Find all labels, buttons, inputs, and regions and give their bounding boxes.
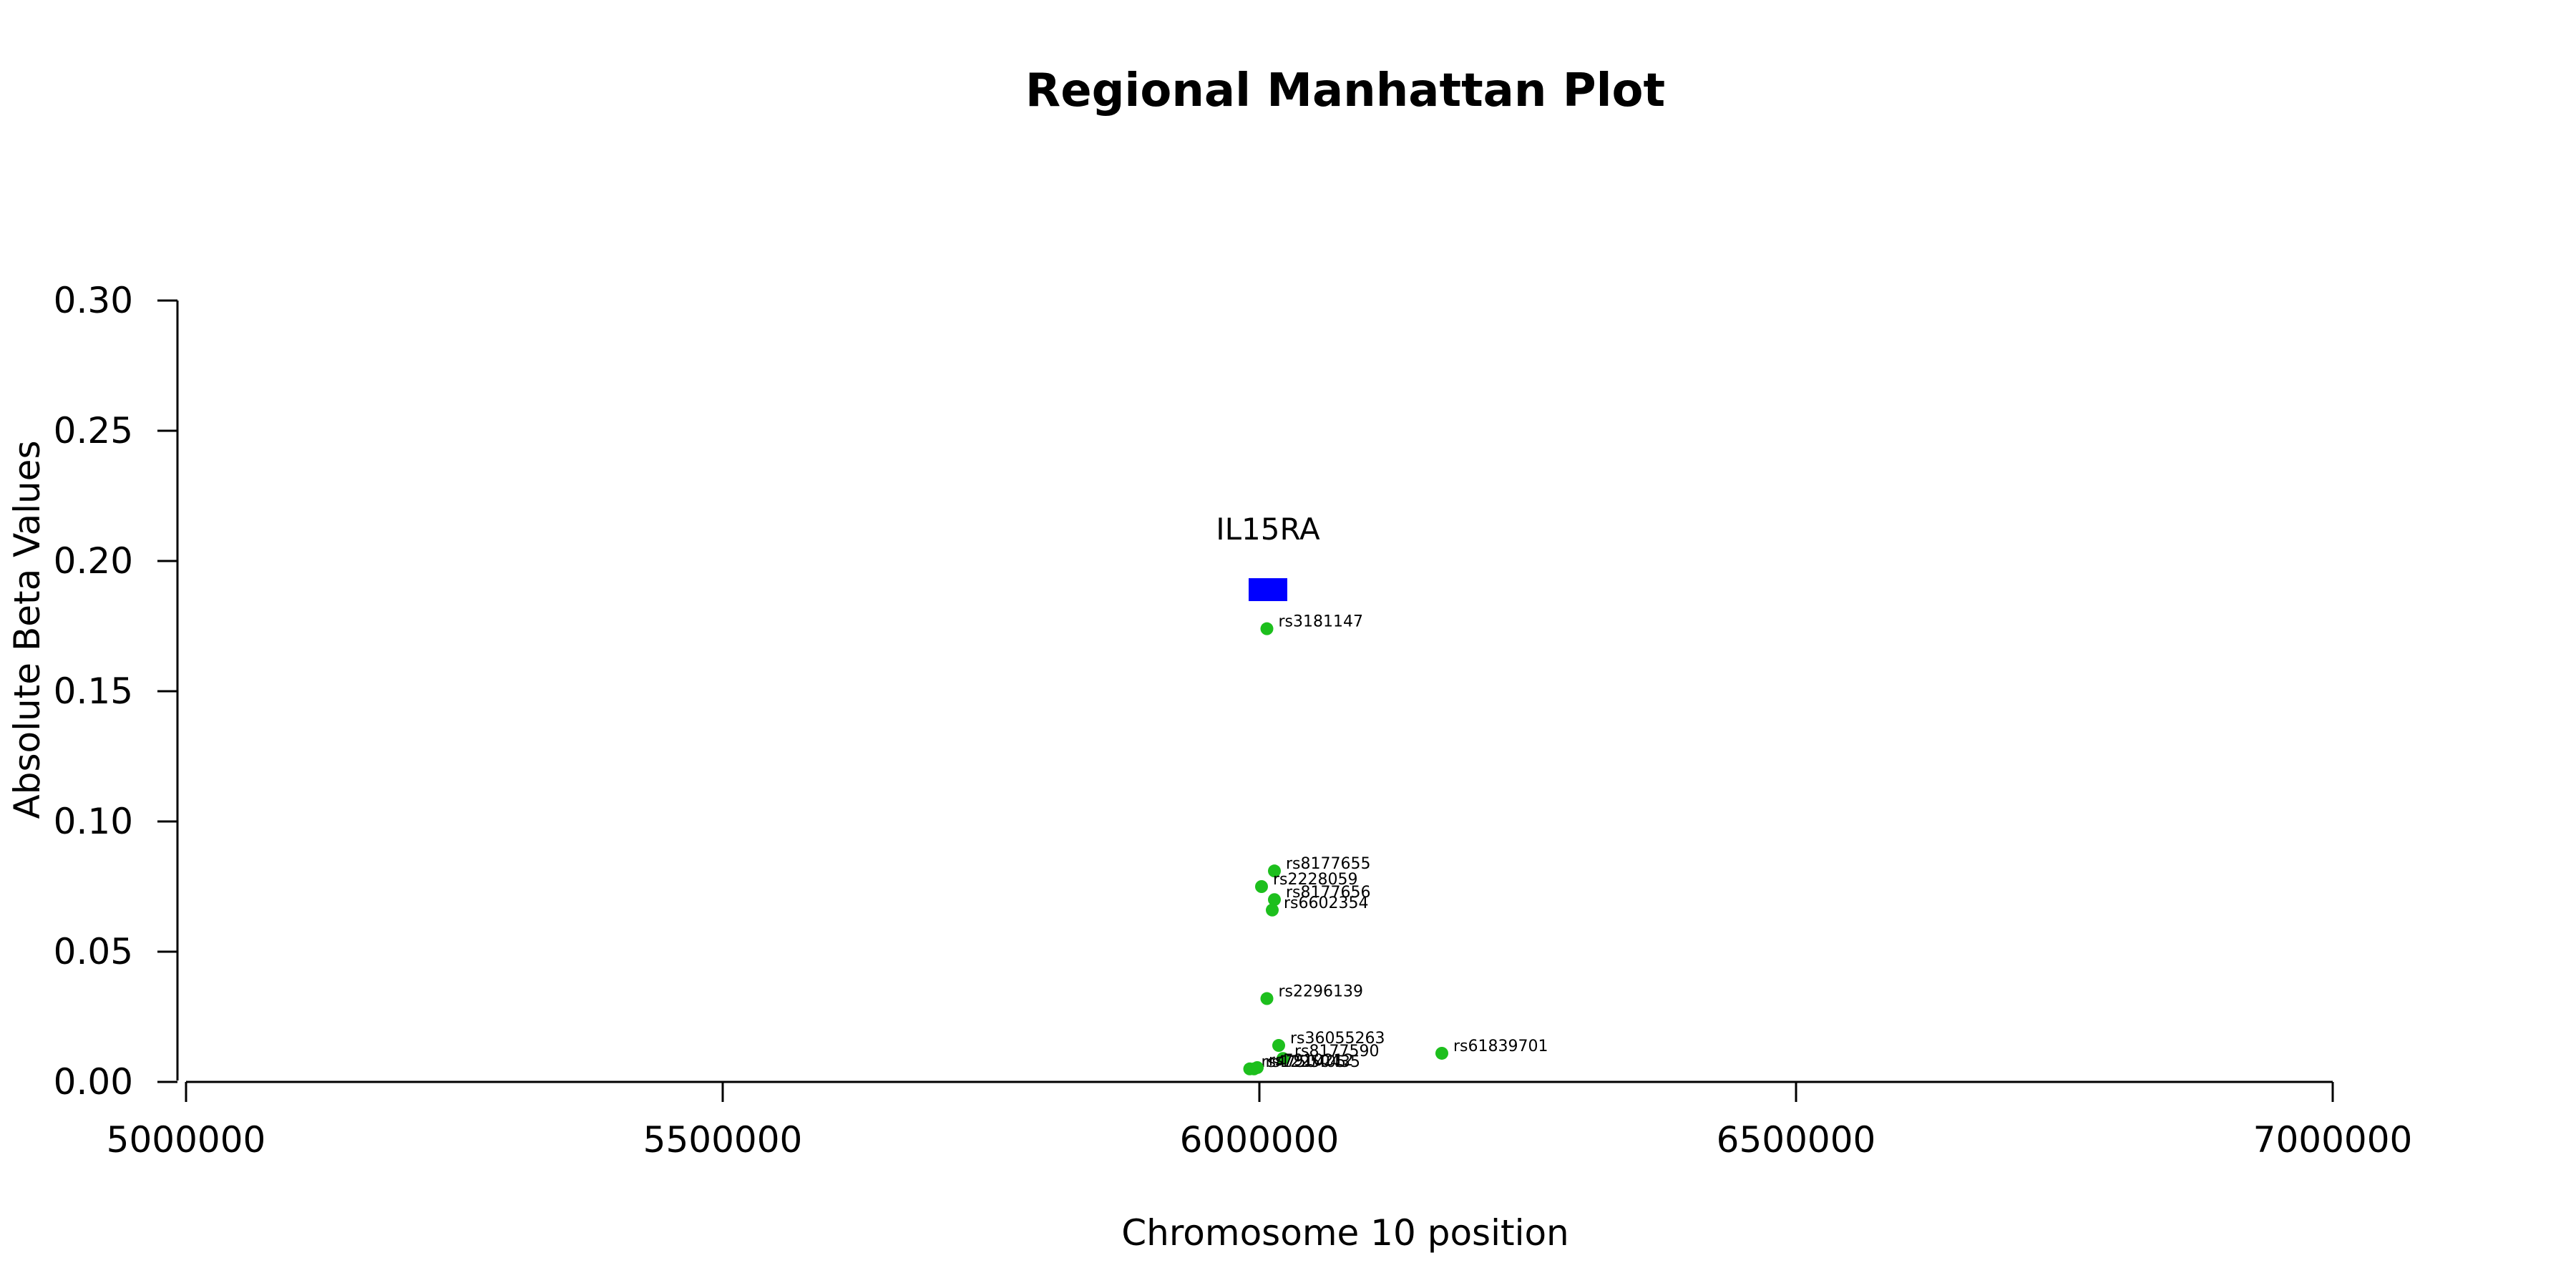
- x-tick-label: 5500000: [643, 1119, 803, 1161]
- snp-label: rs7910212: [1269, 1052, 1354, 1070]
- y-tick-label: 0.20: [54, 540, 133, 582]
- snp-label: rs12250435: [1266, 1053, 1360, 1071]
- y-tick-label: 0.00: [54, 1061, 133, 1103]
- gene-label: IL15RA: [1216, 512, 1320, 547]
- y-tick-label: 0.10: [54, 801, 133, 842]
- y-tick-label: 0.15: [54, 670, 133, 712]
- x-tick-label: 7000000: [2253, 1119, 2413, 1161]
- snp-point: [1255, 880, 1268, 893]
- snp-point: [1266, 903, 1279, 917]
- snp-label: rs2296139: [1279, 983, 1364, 1001]
- x-axis-label: Chromosome 10 position: [1121, 1212, 1569, 1254]
- gene-track: IL15RA: [1216, 512, 1320, 602]
- y-axis-label: Absolute Beta Values: [6, 441, 48, 819]
- snp-point: [1251, 1060, 1264, 1074]
- snp-label: rs2228059: [1273, 871, 1358, 889]
- snp-label: rs61839701: [1453, 1038, 1548, 1055]
- snp-points: rs3181147 rs8177655rs2228059rs8177656rs66…: [1243, 613, 1548, 1075]
- snp-point: [1435, 1046, 1448, 1060]
- y-ticks: 0.00 0.05 0.10 0.15 0.20 0.25 0.30: [54, 280, 177, 1103]
- snp-label: rs8177655: [1286, 855, 1371, 873]
- x-tick-label: 6000000: [1180, 1119, 1340, 1161]
- snp-label: rs36055263: [1290, 1030, 1385, 1048]
- snp-point: [1272, 1039, 1285, 1053]
- y-tick-label: 0.05: [54, 931, 133, 972]
- snp-label: rs4750405: [1262, 1053, 1347, 1071]
- snp-label: rs8177656: [1286, 884, 1371, 902]
- snp-point: [1260, 992, 1274, 1005]
- y-tick-label: 0.30: [54, 280, 133, 321]
- x-tick-label: 5000000: [107, 1119, 266, 1161]
- snp-point: [1268, 893, 1281, 907]
- snp-point: [1268, 864, 1281, 878]
- snp-point: [1277, 1052, 1289, 1065]
- snp-point: [1260, 622, 1274, 635]
- gene-box: [1249, 578, 1287, 602]
- snp-label: rs6602354: [1284, 894, 1369, 912]
- x-ticks: 5000000 5500000 6000000 6500000 7000000: [107, 1082, 2413, 1161]
- chart-title: Regional Manhattan Plot: [1025, 64, 1665, 117]
- x-tick-label: 6500000: [1717, 1119, 1876, 1161]
- y-tick-label: 0.25: [54, 410, 133, 452]
- snp-label: rs8177590: [1294, 1043, 1380, 1060]
- snp-label: rs3181147: [1279, 613, 1364, 631]
